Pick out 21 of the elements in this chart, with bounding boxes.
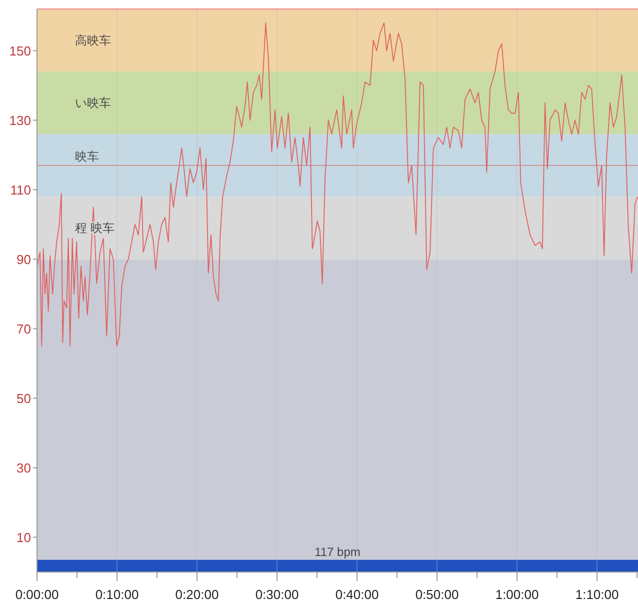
x-tick-label: 0:10:00 xyxy=(95,587,139,602)
band-label: 高映车 xyxy=(75,33,111,48)
line-series xyxy=(36,22,638,347)
annotation: 117 bpm xyxy=(314,545,360,559)
y-tick-label: 110 xyxy=(10,182,31,198)
x-tick-label: 0:20:00 xyxy=(175,587,219,602)
band-label: い映车 xyxy=(75,96,111,110)
x-tick-label: 1:10:00 xyxy=(575,587,619,602)
y-tick-label: 30 xyxy=(16,460,31,476)
band-label: 映车 xyxy=(75,149,99,164)
y-tick-label: 150 xyxy=(9,44,31,59)
y-tick-label: 90 xyxy=(16,252,31,268)
x-tick-label: 1:00:00 xyxy=(495,587,539,602)
y-tick-label: 70 xyxy=(16,322,31,337)
x-tick-label: 0:40:00 xyxy=(335,587,379,602)
x-tick-label: 0:30:00 xyxy=(255,587,299,602)
y-tick-label: 10 xyxy=(16,530,31,546)
x-tick-label: 0:50:00 xyxy=(415,587,459,602)
y-tick-label: 50 xyxy=(16,391,31,406)
x-tick-label: 0:00:00 xyxy=(15,587,59,602)
y-tick-label: 130 xyxy=(9,113,31,128)
